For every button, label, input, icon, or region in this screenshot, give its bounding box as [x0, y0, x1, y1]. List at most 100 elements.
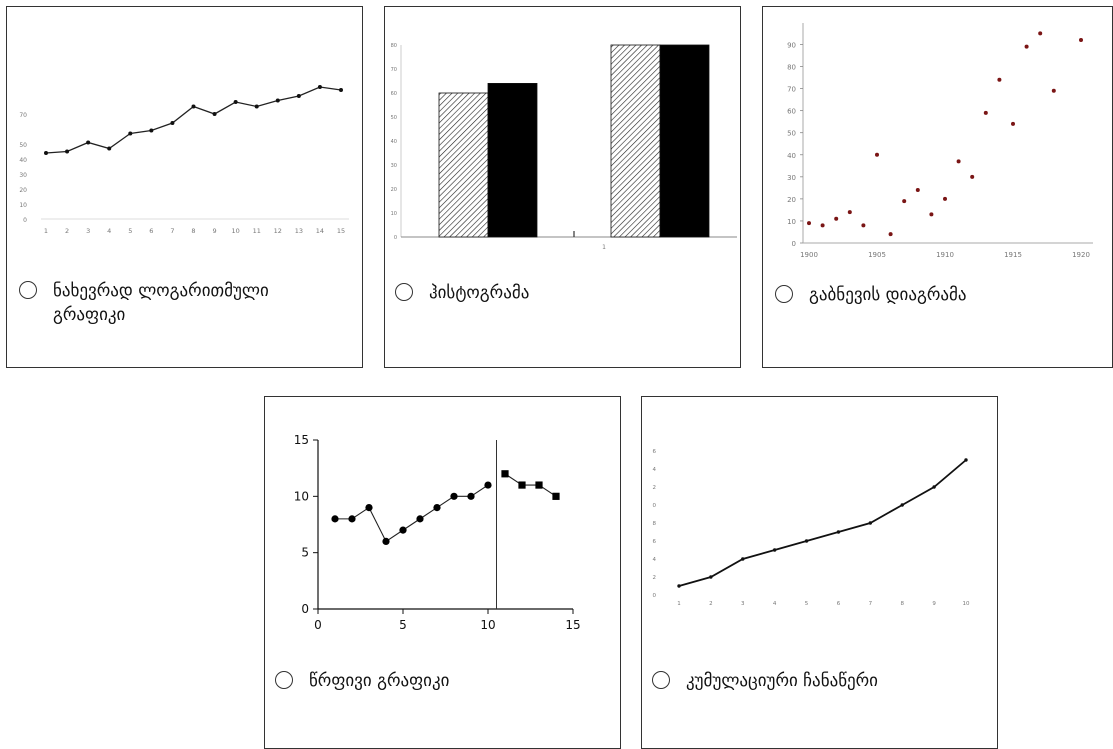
data-point	[772, 548, 777, 552]
x-tick-label: 10	[232, 227, 240, 235]
data-point-square	[501, 470, 509, 478]
option-radio-cumulative[interactable]	[652, 671, 670, 689]
data-point	[964, 458, 968, 462]
y-tick-label: 2	[653, 575, 657, 581]
data-point	[888, 232, 893, 237]
x-tick-label: 4	[773, 601, 777, 607]
x-tick-label: 7	[170, 227, 174, 235]
x-tick-label: 1905	[868, 251, 886, 259]
option-card-scatter[interactable]: 0 10 20 30 40 50 60 70 80 90 1900 1905 1910 1915 1920 …	[762, 6, 1113, 368]
y-tick-label: 20	[391, 187, 397, 193]
data-point	[254, 104, 259, 109]
y-tick-label: 6	[653, 539, 657, 545]
option-card-cumulative[interactable]: 0 2 4 6 8 0 2 4 6 1 2 3 4 5 6 7 8 9 10 კუმულაციური ჩანაწერ…	[641, 396, 998, 749]
data-point-circle	[382, 537, 390, 545]
option-card-semi-log[interactable]: 0 10 20 30 40 50 70 1 2 3 4 5 6 7 8 9 10 11 12 13 14 15 ნახევ…	[6, 6, 363, 368]
x-tick-label: 15	[337, 227, 345, 235]
data-point	[970, 174, 975, 179]
data-point-square	[518, 481, 526, 489]
data-point	[804, 539, 809, 543]
data-point-circle	[433, 504, 441, 512]
data-point-circle	[484, 481, 492, 489]
data-point	[107, 146, 112, 151]
x-tick-label: 9	[213, 227, 217, 235]
data-point	[861, 223, 866, 228]
y-tick-label: 0	[792, 240, 796, 248]
x-tick-label: 5	[128, 227, 132, 235]
x-tick-label: 3	[741, 601, 745, 607]
y-tick-label: 50	[19, 142, 27, 149]
data-point-square	[535, 481, 543, 489]
data-point	[149, 128, 154, 133]
data-point	[1038, 31, 1043, 36]
x-tick-label: 0	[314, 618, 322, 632]
option-radio-histogram[interactable]	[395, 283, 413, 301]
bar	[659, 44, 710, 238]
x-tick-label: 1920	[1072, 251, 1090, 259]
data-point	[128, 131, 133, 136]
x-tick-label: 1	[44, 227, 48, 235]
y-tick-label: 10	[294, 489, 309, 503]
data-point	[997, 77, 1002, 82]
bar	[438, 92, 489, 238]
data-point	[847, 210, 852, 215]
x-tick-label: 2	[709, 601, 713, 607]
data-point	[902, 199, 907, 204]
y-tick-label: 0	[23, 217, 27, 224]
y-tick-label: 30	[391, 163, 397, 169]
x-tick-label: 6	[837, 601, 841, 607]
y-tick-label: 10	[787, 218, 796, 226]
data-point	[233, 100, 238, 104]
data-point-circle	[467, 492, 475, 500]
y-tick-label: 2	[653, 485, 657, 491]
data-point	[836, 530, 841, 534]
y-tick-label: 4	[653, 467, 657, 473]
series-line	[335, 484, 489, 543]
y-tick-label: 20	[19, 187, 27, 194]
data-point	[170, 121, 175, 125]
y-tick-label: 70	[19, 112, 27, 119]
option-card-line-graph[interactable]: 0 5 10 15 0 5 10 15 წრფივი გრაფიკი	[264, 396, 621, 749]
data-point	[44, 151, 48, 155]
y-tick-label: 0	[653, 593, 657, 599]
y-tick-label: 0	[394, 235, 397, 241]
data-point	[191, 104, 196, 109]
option-radio-semi-log[interactable]	[19, 281, 37, 299]
option-card-histogram[interactable]: 0 10 20 30 40 50 60 70 80 1 ჰისტოგრამა	[384, 6, 741, 368]
y-tick-label: 40	[19, 157, 27, 164]
x-tick-label: 8	[900, 601, 904, 607]
data-point-square	[552, 492, 560, 500]
data-point	[677, 584, 681, 588]
option-label-scatter: გაბნევის დიაგრამა	[809, 285, 967, 305]
data-point-circle	[399, 526, 407, 534]
option-label-line-graph: წრფივი გრაფიკი	[309, 671, 450, 691]
y-tick-label: 10	[391, 211, 397, 217]
data-point	[65, 149, 70, 154]
x-tick-label: 7	[869, 601, 873, 607]
x-tick-label: 15	[565, 618, 580, 632]
y-tick-label: 40	[787, 152, 796, 160]
chart-line-graph: 0 5 10 15 0 5 10 15	[294, 433, 581, 632]
data-point	[741, 557, 745, 561]
data-point	[212, 112, 217, 116]
x-tick-label: 1900	[800, 251, 818, 259]
data-point	[1051, 88, 1056, 93]
data-point	[709, 575, 713, 579]
option-radio-scatter[interactable]	[775, 285, 793, 303]
data-point	[875, 152, 879, 157]
y-tick-label: 5	[301, 546, 309, 560]
x-tick-label: 5	[399, 618, 407, 632]
x-tick-label: 1	[602, 244, 606, 251]
data-point	[1024, 44, 1029, 49]
option-radio-line-graph[interactable]	[275, 671, 293, 689]
y-tick-label: 70	[787, 86, 796, 94]
data-point	[956, 159, 961, 164]
data-point	[932, 485, 936, 489]
x-tick-label: 14	[316, 227, 324, 235]
x-tick-label: 1	[677, 601, 681, 607]
chart-scatter: 0 10 20 30 40 50 60 70 80 90 1900 1905 1910 1915 1920	[787, 23, 1093, 259]
data-point	[86, 140, 91, 145]
y-tick-label: 30	[19, 172, 27, 179]
x-tick-label: 10	[480, 618, 495, 632]
